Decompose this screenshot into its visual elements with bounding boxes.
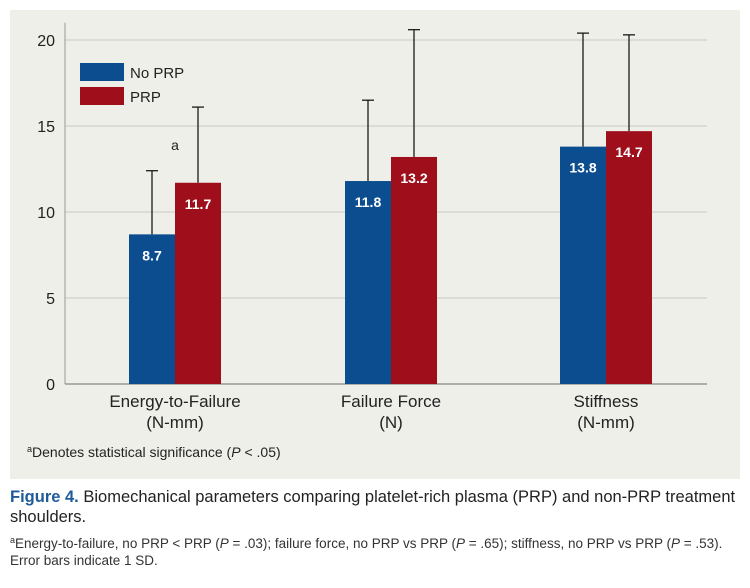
legend-swatch: [80, 87, 124, 105]
significance-annotation: a: [171, 137, 179, 153]
bar-chart: 0 5 10 15 20 8.7 11.8 13.8 11.7 13.2 14.7 Energy-to…: [27, 22, 707, 460]
bar-no-prp: [345, 181, 391, 384]
caption-text: Biomechanical parameters comparing plate…: [10, 488, 736, 526]
footnote-mark: a: [27, 444, 32, 454]
x-tick-label: Energy-to-Failure: [109, 392, 240, 411]
bar-prp: [606, 131, 652, 384]
footnote-text: = .53). Error bars indicate 1 SD.: [10, 536, 723, 568]
footnote-text: = .65); stiffness, no PRP vs PRP (: [465, 536, 671, 551]
y-tick-label: 15: [37, 119, 55, 136]
p-symbol: P: [231, 444, 241, 460]
p-symbol: P: [456, 536, 466, 551]
footnote-text: < .05): [241, 444, 281, 460]
footnote-text: = .03); failure force, no PRP vs PRP (: [228, 536, 456, 551]
legend-label: PRP: [130, 89, 161, 106]
footnote-mark: a: [10, 535, 16, 545]
data-label: 14.7: [615, 144, 642, 160]
p-symbol: P: [219, 536, 229, 551]
figure-label: Figure 4.: [10, 488, 79, 506]
x-tick-label: Failure Force: [341, 392, 441, 411]
data-label: 11.7: [185, 196, 212, 212]
caption-footnote: aEnergy-to-failure, no PRP < PRP (P = .0…: [10, 535, 740, 569]
legend-label: No PRP: [130, 65, 184, 82]
x-tick-label-unit: (N-mm): [577, 413, 635, 432]
chart-footnote: aDenotes statistical significance (P < .…: [27, 444, 281, 460]
chart-panel: 0 5 10 15 20 8.7 11.8 13.8 11.7 13.2 14.7 Energy-to…: [10, 10, 740, 479]
footnote-text: Denotes statistical significance (: [32, 444, 232, 460]
legend-swatch: [80, 63, 124, 81]
x-tick-label-unit: (N): [379, 413, 403, 432]
figure-caption: Figure 4. Biomechanical parameters compa…: [10, 487, 740, 527]
bar-no-prp: [560, 146, 606, 384]
y-tick-label: 10: [37, 205, 55, 222]
y-tick-label: 0: [46, 377, 55, 394]
y-tick-label: 20: [37, 33, 55, 50]
footnote-text: Energy-to-failure, no PRP < PRP (: [15, 536, 220, 551]
x-tick-label-unit: (N-mm): [146, 413, 204, 432]
y-tick-label: 5: [46, 291, 55, 308]
bar-prp: [391, 156, 437, 384]
data-label: 8.7: [142, 247, 162, 263]
data-label: 11.8: [355, 194, 382, 210]
data-label: 13.2: [400, 170, 427, 186]
bar-prp: [175, 182, 221, 384]
data-label: 13.8: [569, 160, 596, 176]
p-symbol: P: [670, 536, 680, 551]
x-tick-label: Stiffness: [574, 392, 639, 411]
bar-no-prp: [129, 234, 175, 384]
